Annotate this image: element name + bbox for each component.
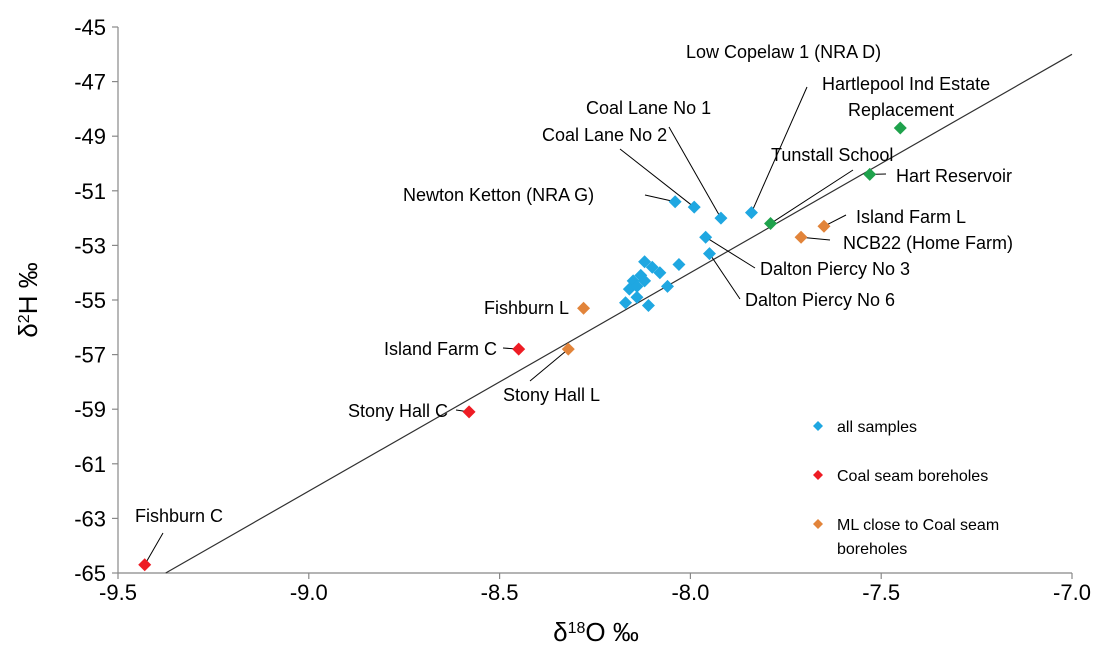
y-tick-label: -61 [74, 452, 106, 477]
x-tick-label: -8.0 [671, 580, 709, 605]
y-tick-label: -55 [74, 288, 106, 313]
annotation-label: Coal Lane No 1 [586, 98, 711, 118]
data-points [138, 121, 907, 572]
data-point-s3-1 [863, 167, 877, 181]
x-tick-label: -9.5 [99, 580, 137, 605]
leader-line [750, 86, 808, 213]
legend-marker [813, 519, 823, 529]
data-point-s2-0 [577, 301, 591, 315]
data-point-s0-6 [638, 255, 652, 269]
data-point-s0-17 [619, 296, 633, 310]
legend-label: boreholes [837, 541, 907, 558]
data-point-s1-1 [462, 405, 476, 419]
data-point-s2-3 [794, 230, 808, 244]
annotation-label: Stony Hall C [348, 401, 448, 421]
data-point-s3-2 [764, 217, 778, 231]
data-point-s0-14 [638, 274, 652, 288]
data-point-s0-3 [744, 206, 758, 220]
leader-line [619, 148, 695, 208]
data-point-s0-5 [702, 247, 716, 261]
regression-line [165, 53, 1073, 574]
y-tick-label: -49 [74, 124, 106, 149]
chart-legend: all samples Coal seam boreholes ML close t… [813, 419, 999, 558]
annotation-label: Hartlepool Ind Estate [822, 74, 990, 94]
legend-label: all samples [837, 419, 917, 436]
annotation-label: NCB22 (Home Farm) [843, 233, 1013, 253]
y-tick-label: -53 [74, 233, 106, 258]
data-point-s0-2 [714, 211, 728, 225]
leader-line [668, 126, 722, 219]
x-tick-label: -8.5 [481, 580, 519, 605]
x-tick-label: -7.5 [862, 580, 900, 605]
annotation-label: Tunstall School [771, 145, 893, 165]
data-point-s0-1 [687, 200, 701, 214]
leader-line [709, 253, 741, 300]
y-tick-label: -59 [74, 397, 106, 422]
x-axis-title: δ18O ‰ [553, 617, 639, 647]
annotation-label: Dalton Piercy No 3 [760, 259, 910, 279]
y-tick-label: -51 [74, 179, 106, 204]
plot-axes: -45 -47 -49 -51 -53 -55 -57 -59 -61 -63 -65-9.5 -9.… [74, 15, 1091, 605]
annotation-label: Replacement [848, 100, 954, 120]
legend-label: ML close to Coal seam [837, 517, 999, 534]
annotation-label: Hart Reservoir [896, 166, 1012, 186]
data-point-s0-13 [630, 279, 644, 293]
legend-marker [813, 470, 823, 480]
data-point-s0-9 [672, 258, 686, 272]
y-tick-label: -45 [74, 15, 106, 40]
x-tick-label: -7.0 [1053, 580, 1091, 605]
data-point-s0-16 [630, 290, 644, 304]
annotation-label: Coal Lane No 2 [542, 125, 667, 145]
data-point-s0-15 [661, 279, 675, 293]
y-axis-title: δ2H ‰ [13, 262, 43, 337]
annotation-label: Island Farm C [384, 339, 497, 359]
data-point-s2-1 [561, 342, 575, 356]
annotation-label: Fishburn L [484, 298, 569, 318]
y-tick-label: -65 [74, 561, 106, 586]
leader-line [529, 348, 569, 382]
legend-label: Coal seam boreholes [837, 468, 988, 485]
y-tick-label: -47 [74, 70, 106, 95]
leader-line [144, 532, 164, 566]
annotation-label: Island Farm L [856, 207, 966, 227]
data-point-s0-0 [668, 195, 682, 209]
data-point-s0-8 [653, 266, 667, 280]
data-point-s0-4 [699, 230, 713, 244]
point-annotations: Low Copelaw 1 (NRA D) Hartlepool Ind Esta… [135, 42, 1013, 526]
data-point-s0-18 [641, 298, 655, 312]
annotation-label: Newton Ketton (NRA G) [403, 185, 594, 205]
leader-line [705, 236, 756, 269]
data-point-s1-2 [512, 342, 526, 356]
data-point-s2-2 [817, 219, 831, 233]
annotation-label: Stony Hall L [503, 385, 600, 405]
annotation-label: Fishburn C [135, 506, 223, 526]
annotation-label: Dalton Piercy No 6 [745, 290, 895, 310]
y-tick-label: -63 [74, 506, 106, 531]
legend-marker [813, 421, 823, 431]
data-point-s1-0 [138, 558, 152, 572]
annotation-label: Low Copelaw 1 (NRA D) [686, 42, 881, 62]
leader-line [770, 169, 854, 224]
data-point-s3-0 [893, 121, 907, 135]
data-point-s0-7 [645, 260, 659, 274]
x-tick-label: -9.0 [290, 580, 328, 605]
y-tick-label: -57 [74, 343, 106, 368]
